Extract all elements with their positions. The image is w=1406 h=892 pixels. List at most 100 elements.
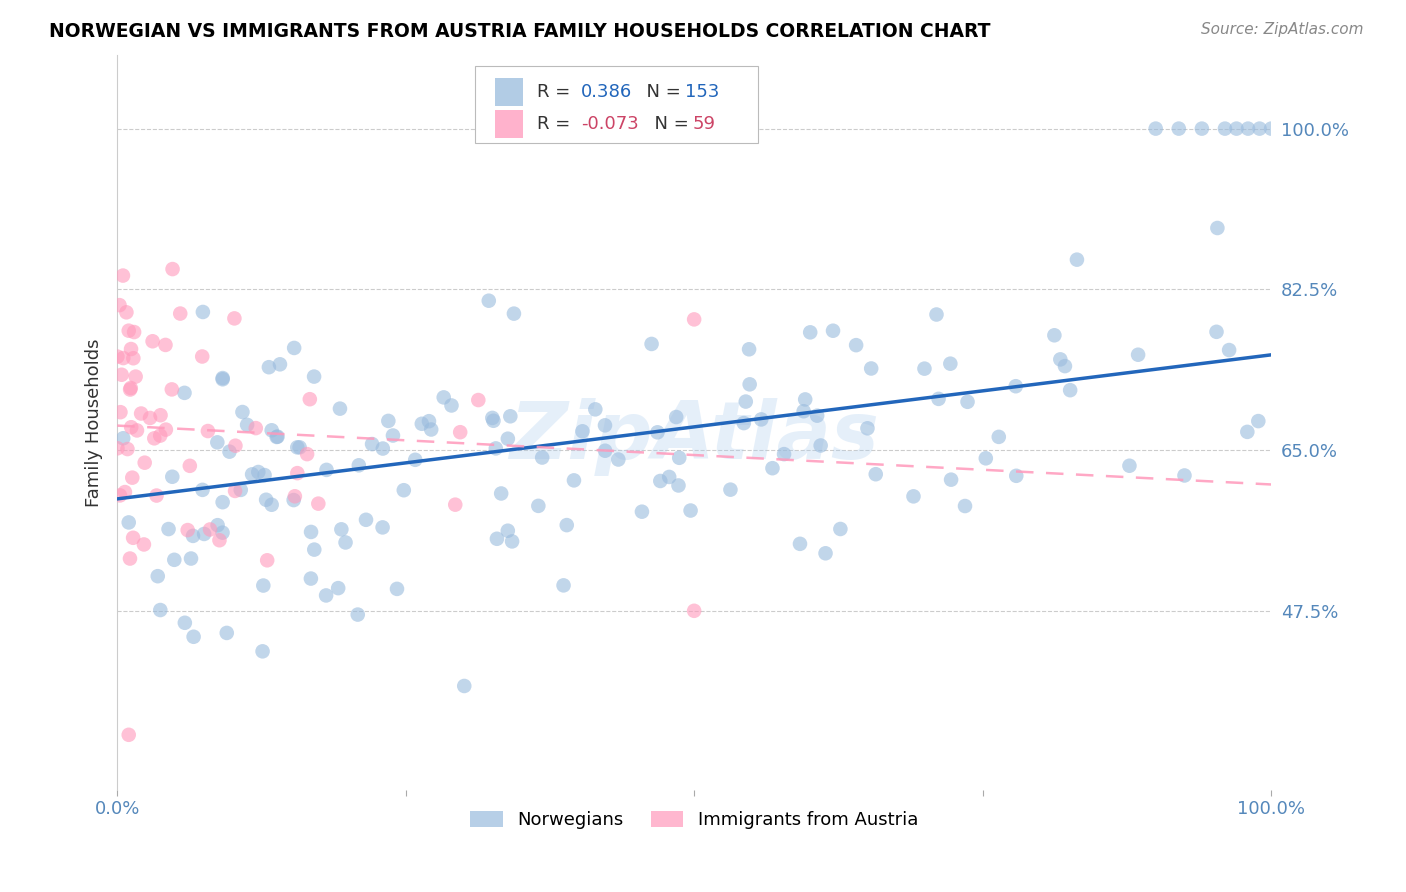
Point: [1005, 468, 1028, 483]
Point: [121, 470, 143, 484]
Point: [914, 361, 936, 376]
Point: [347, 458, 370, 473]
Point: [149, 408, 172, 422]
Point: [371, 442, 394, 456]
Point: [315, 589, 337, 603]
Point: [738, 343, 761, 357]
Point: [418, 414, 440, 428]
Point: [299, 572, 322, 586]
Point: [110, 405, 132, 419]
Point: [1059, 383, 1081, 397]
Point: [527, 499, 550, 513]
Point: [679, 503, 702, 517]
Point: [298, 392, 321, 407]
Point: [111, 368, 134, 382]
Point: [211, 495, 233, 509]
Point: [283, 341, 305, 355]
Point: [173, 385, 195, 400]
Point: [256, 553, 278, 567]
Point: [120, 420, 142, 434]
Point: [120, 342, 142, 356]
Point: [733, 416, 755, 430]
Point: [176, 523, 198, 537]
Point: [155, 338, 177, 352]
Point: [793, 404, 815, 418]
Point: [245, 421, 267, 435]
Point: [134, 456, 156, 470]
Point: [114, 485, 136, 500]
Point: [485, 442, 508, 456]
Point: [433, 391, 456, 405]
Point: [299, 524, 322, 539]
Point: [118, 551, 141, 566]
Point: [120, 381, 142, 395]
Text: NORWEGIAN VS IMMIGRANTS FROM AUSTRIA FAMILY HOUSEHOLDS CORRELATION CHART: NORWEGIAN VS IMMIGRANTS FROM AUSTRIA FAM…: [49, 22, 991, 41]
Point: [939, 473, 962, 487]
Point: [354, 513, 377, 527]
Point: [142, 334, 165, 349]
Point: [720, 483, 742, 497]
Point: [169, 307, 191, 321]
Point: [269, 357, 291, 371]
Point: [631, 505, 654, 519]
Point: [481, 411, 503, 425]
Text: 59: 59: [693, 115, 716, 133]
Point: [224, 311, 246, 326]
Point: [115, 305, 138, 319]
Point: [307, 497, 329, 511]
Point: [1144, 121, 1167, 136]
Point: [411, 417, 433, 431]
Point: [180, 551, 202, 566]
Point: [562, 474, 585, 488]
Bar: [495, 78, 523, 106]
Point: [1249, 121, 1271, 136]
Point: [1213, 121, 1236, 136]
Point: [381, 428, 404, 442]
Point: [856, 421, 879, 435]
Point: [647, 425, 669, 440]
Point: [1118, 458, 1140, 473]
Point: [288, 440, 311, 454]
Point: [254, 492, 277, 507]
Point: [329, 401, 352, 416]
Point: [1237, 121, 1260, 136]
Point: [799, 326, 821, 340]
Point: [155, 423, 177, 437]
Point: [749, 412, 772, 426]
Point: [112, 351, 135, 365]
Point: [1043, 328, 1066, 343]
Point: [211, 525, 233, 540]
Point: [207, 435, 229, 450]
Point: [132, 537, 155, 551]
Point: [385, 582, 408, 596]
Point: [683, 604, 706, 618]
Point: [122, 351, 145, 366]
Point: [928, 392, 950, 406]
Point: [734, 394, 756, 409]
Point: [146, 569, 169, 583]
Point: [478, 293, 501, 308]
FancyBboxPatch shape: [475, 66, 758, 144]
Point: [583, 402, 606, 417]
Point: [118, 324, 141, 338]
Point: [191, 350, 214, 364]
Point: [122, 325, 145, 339]
Point: [157, 522, 180, 536]
Point: [593, 418, 616, 433]
Point: [191, 483, 214, 497]
Point: [1191, 121, 1213, 136]
Bar: [495, 111, 523, 138]
Point: [252, 644, 274, 658]
Point: [120, 383, 142, 397]
Point: [773, 447, 796, 461]
Point: [1173, 468, 1195, 483]
Point: [499, 409, 522, 424]
Point: [143, 431, 166, 445]
Point: [1260, 121, 1282, 136]
Point: [107, 442, 129, 456]
Point: [392, 483, 415, 498]
Point: [125, 424, 148, 438]
Point: [108, 488, 131, 502]
Text: -0.073: -0.073: [581, 115, 638, 133]
Point: [1004, 379, 1026, 393]
